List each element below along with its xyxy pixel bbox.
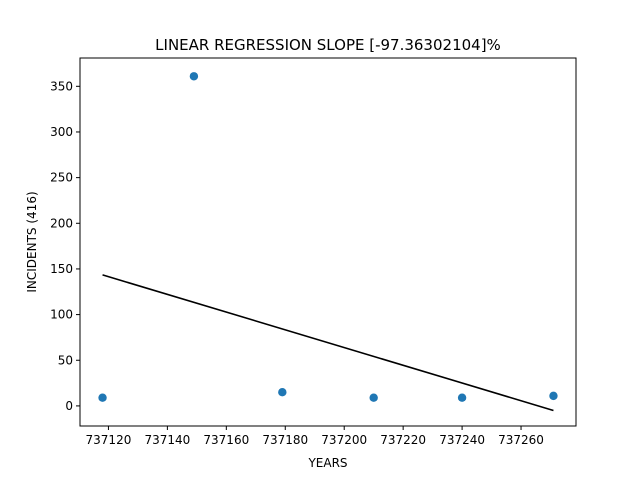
x-tick-label: 737120 <box>86 433 132 447</box>
x-tick-label: 737200 <box>321 433 367 447</box>
chart-title: LINEAR REGRESSION SLOPE [-97.36302104]% <box>155 36 501 54</box>
x-tick-label: 737140 <box>144 433 190 447</box>
data-point <box>189 72 199 81</box>
y-tick-label: 350 <box>50 79 73 93</box>
y-tick-label: 0 <box>65 399 73 413</box>
y-tick-label: 200 <box>50 216 73 230</box>
data-point <box>457 393 467 402</box>
y-tick-label: 300 <box>50 125 73 139</box>
data-point <box>549 391 558 401</box>
plot-frame <box>79 57 577 427</box>
data-point <box>278 388 287 397</box>
plot-marks <box>98 72 558 412</box>
y-tick-label: 50 <box>58 353 73 367</box>
y-axis-label: INCIDENTS (416) <box>25 191 39 292</box>
y-axis: 0 50 100 150 200 250 300 350 <box>50 79 80 413</box>
y-tick-label: 100 <box>50 308 73 322</box>
x-tick-label: 737240 <box>439 433 485 447</box>
x-tick-label: 737260 <box>498 433 544 447</box>
x-axis-label: YEARS <box>307 456 347 470</box>
regression-line <box>102 274 554 412</box>
y-tick-label: 250 <box>50 171 73 185</box>
data-point <box>98 393 107 402</box>
y-tick-label: 150 <box>50 262 73 276</box>
data-point <box>369 393 378 402</box>
x-tick-label: 737160 <box>203 433 249 447</box>
x-tick-label: 737220 <box>380 433 426 447</box>
x-tick-label: 737180 <box>262 433 308 447</box>
x-axis: 737120 737140 737160 737180 737200 737220 7372… <box>86 426 544 447</box>
